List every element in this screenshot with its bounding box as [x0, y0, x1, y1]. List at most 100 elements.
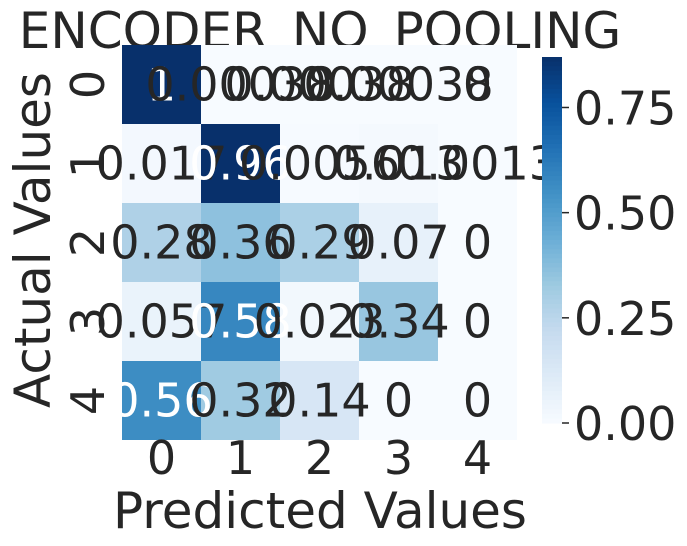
y-axis-label: Actual Values: [4, 72, 62, 408]
colorbar-gradient-segment: [542, 290, 562, 296]
heatmap-cell-r1-c2: [280, 124, 359, 203]
cell-value-label: 0.013: [333, 137, 465, 191]
colorbar-gradient-segment: [542, 304, 562, 310]
cell-value-label: 0.36: [189, 216, 291, 270]
colorbar-gradient-segment: [542, 226, 562, 232]
colorbar-gradient-segment: [542, 372, 562, 378]
y-tick-label: 1: [61, 149, 115, 178]
cell-value-label: 0.00038: [303, 58, 493, 112]
heatmap-cell-r2-c2: [280, 203, 359, 282]
heatmap-cell-r3-c1: [201, 282, 280, 361]
colorbar-gradient-segment: [542, 336, 562, 342]
cell-value-label: 0.14: [268, 374, 370, 428]
cell-value-label: 0.96: [189, 137, 291, 191]
colorbar-gradient-segment: [542, 70, 562, 76]
cell-value-label: 0.0013: [397, 137, 558, 191]
colorbar-gradient-segment: [542, 217, 562, 223]
cell-value-label: 0.0056: [239, 137, 400, 191]
x-tick-label: 2: [305, 431, 334, 485]
cell-value-label: 0: [463, 374, 492, 428]
heatmap-cell-r4-c2: [280, 361, 359, 440]
cell-value-label: 0.023: [254, 295, 386, 349]
heatmap-cell-r0-c0: [122, 45, 201, 124]
colorbar-gradient-segment: [542, 185, 562, 191]
heatmap-cell-r2-c0: [122, 203, 201, 282]
colorbar-gradient-segment: [542, 221, 562, 227]
heatmap-cell-labels: 10.000380.000380.0003800.0170.960.00560.…: [96, 58, 558, 428]
x-axis-label: Predicted Values: [113, 482, 527, 540]
colorbar-gradient-segment: [542, 354, 562, 360]
colorbar-gradient-segment: [542, 198, 562, 204]
colorbar-gradient-segment: [542, 203, 562, 209]
colorbar-gradient-segment: [542, 244, 562, 250]
colorbar-gradient-segment: [542, 157, 562, 163]
colorbar-gradient-segment: [542, 272, 562, 278]
heatmap-cell-r1-c4: [438, 124, 517, 203]
colorbar-gradient-segment: [542, 207, 562, 214]
heatmap-cell-r0-c1: [201, 45, 280, 124]
colorbar-gradient-segment: [542, 377, 562, 383]
colorbar-gradient-segment: [542, 139, 562, 145]
cell-value-label: 0.29: [268, 216, 370, 270]
heatmap-cell-r4-c4: [438, 361, 517, 440]
cell-value-label: 1: [147, 58, 176, 112]
colorbar-gradient-segment: [542, 358, 562, 365]
colorbar-gradient-segment: [542, 98, 562, 104]
y-tick-label: 4: [61, 386, 115, 415]
colorbar-gradient-segment: [542, 381, 562, 387]
colorbar-gradient-segment: [542, 79, 562, 86]
colorbar-gradient-segment: [542, 313, 562, 319]
heatmap-cell-r3-c2: [280, 282, 359, 361]
colorbar-gradient-segment: [542, 409, 562, 415]
colorbar-gradient-segment: [542, 363, 562, 369]
cell-value-label: 0: [463, 58, 492, 112]
heatmap-cell-r2-c1: [201, 203, 280, 282]
colorbar-gradient-segment: [542, 308, 562, 314]
cell-value-label: 0: [463, 216, 492, 270]
colorbar-gradient-segment: [542, 400, 562, 406]
colorbar-gradient-segment: [542, 111, 562, 118]
heatmap-cells: [122, 45, 517, 440]
colorbar-gradient-segment: [542, 404, 562, 410]
colorbar-gradient-segment: [542, 267, 562, 273]
colorbar-gradient-segment: [542, 413, 562, 420]
colorbar-gradient-segment: [542, 349, 562, 355]
colorbar-gradient-segment: [542, 294, 562, 301]
heatmap-cell-r2-c4: [438, 203, 517, 282]
heatmap-cell-r4-c0: [122, 361, 201, 440]
colorbar-gradient-segment: [542, 66, 562, 72]
x-tick-label: 4: [463, 431, 492, 485]
colorbar-gradient-segment: [542, 418, 562, 424]
colorbar-gradient-segment: [542, 162, 562, 168]
colorbar-gradient-segment: [542, 148, 562, 154]
heatmap-cell-r2-c3: [359, 203, 438, 282]
colorbar-gradient-segment: [542, 390, 562, 397]
cell-value-label: 0.58: [189, 295, 291, 349]
colorbar: 0.00 0.25 0.50 0.75: [542, 57, 676, 451]
heatmap-cell-r1-c1: [201, 124, 280, 203]
colorbar-gradient-segment: [542, 331, 562, 337]
colorbar-gradient-segment: [542, 89, 562, 95]
cell-value-label: 0: [463, 295, 492, 349]
cell-value-label: 0.56: [110, 374, 212, 428]
colorbar-gradient-segment: [542, 194, 562, 200]
colorbar-gradient-segment: [542, 107, 562, 113]
colorbar-gradient-segment: [542, 235, 562, 241]
colorbar-gradient-segment: [542, 180, 562, 186]
colorbar-tick-label: 0.50: [574, 187, 676, 241]
colorbar-gradient-segment: [542, 166, 562, 172]
colorbar-gradient-segment: [542, 116, 562, 122]
colorbar-gradient-segment: [542, 189, 562, 195]
cell-value-label: 0.00038: [224, 58, 414, 112]
x-tick-label: 1: [226, 431, 255, 485]
colorbar-gradient-segment: [542, 134, 562, 140]
colorbar-gradient-segment: [542, 125, 562, 131]
colorbar-gradient-segment: [542, 175, 562, 182]
heatmap-cell-r0-c4: [438, 45, 517, 124]
heatmap-cell-r3-c4: [438, 282, 517, 361]
colorbar-gradient-segment: [542, 299, 562, 305]
heatmap-cell-r4-c1: [201, 361, 280, 440]
cell-value-label: 0.34: [347, 295, 449, 349]
